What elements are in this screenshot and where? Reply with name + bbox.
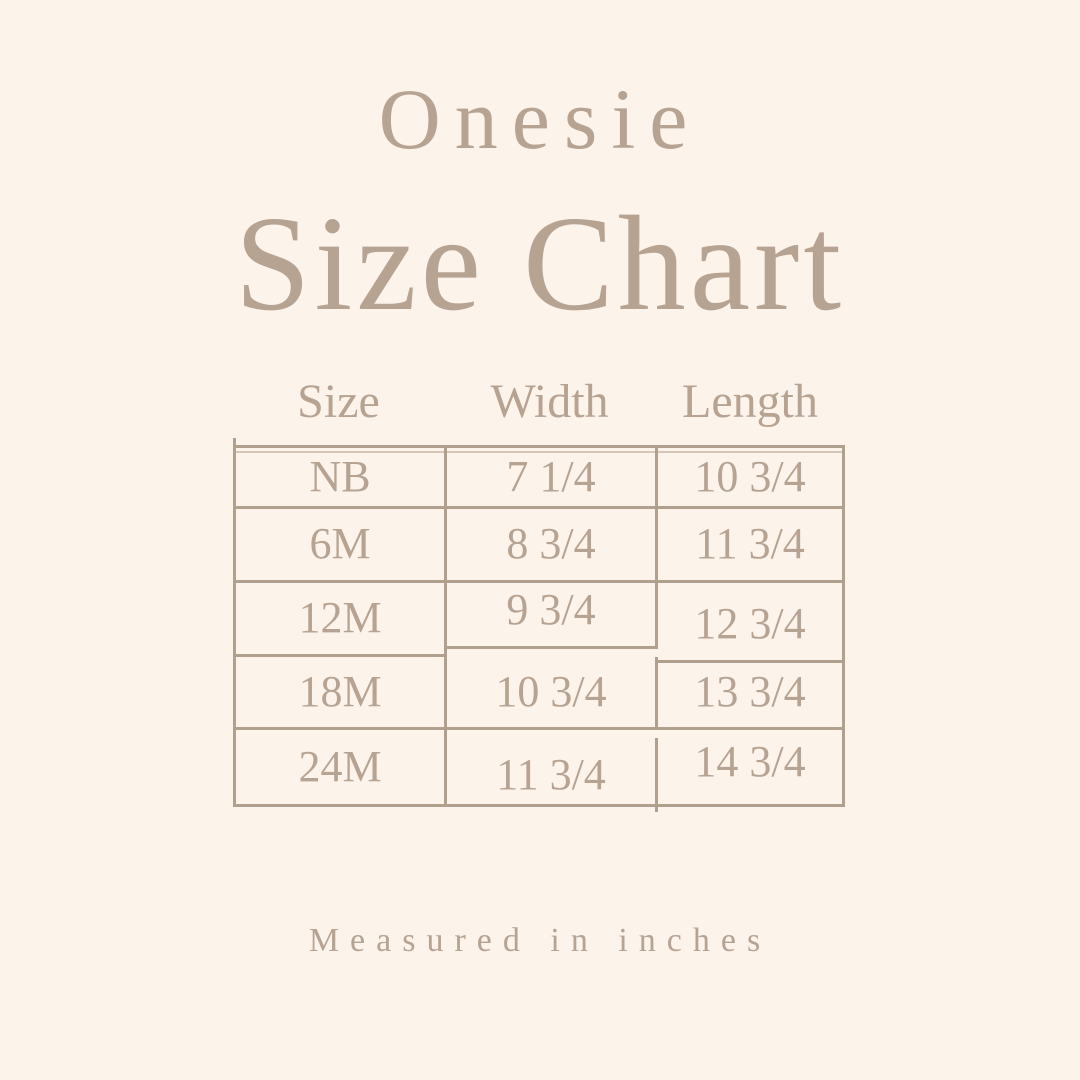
column-header-length: Length (682, 375, 818, 428)
page-title: Onesie (378, 71, 702, 167)
column-header-width: Width (490, 375, 609, 428)
table-column-headers: Size Width Length (233, 378, 845, 426)
table-cell-width: 10 3/4 (447, 656, 658, 731)
table-cell-size: 18M (236, 656, 447, 731)
table-cell-length: 14 3/4 (694, 737, 806, 787)
table-cell-size: 12M (236, 582, 447, 657)
footer-note: Measured in inches (308, 922, 772, 959)
table-cell-width: 9 3/4 (447, 574, 658, 649)
table-cell-width: 8 3/4 (447, 509, 658, 583)
table-cell-size: 24M (236, 730, 447, 804)
page-subtitle: Size Chart (234, 189, 846, 339)
table-cell-length: 13 3/4 (658, 657, 842, 731)
table-cell-size: NB (236, 448, 447, 509)
table-cell-size: 6M (236, 509, 447, 583)
table-cell-length: 12 3/4 (658, 589, 842, 663)
table-cell-length: 10 3/4 (658, 448, 842, 509)
table-cell-width: 7 1/4 (447, 448, 658, 509)
column-header-size: Size (297, 375, 380, 428)
size-table: NB 7 1/4 10 3/4 6M 8 3/4 11 3/4 12M 9 3/… (233, 438, 845, 812)
table-cell-length: 11 3/4 (658, 509, 842, 583)
table-cell-width: 11 3/4 (447, 738, 658, 812)
